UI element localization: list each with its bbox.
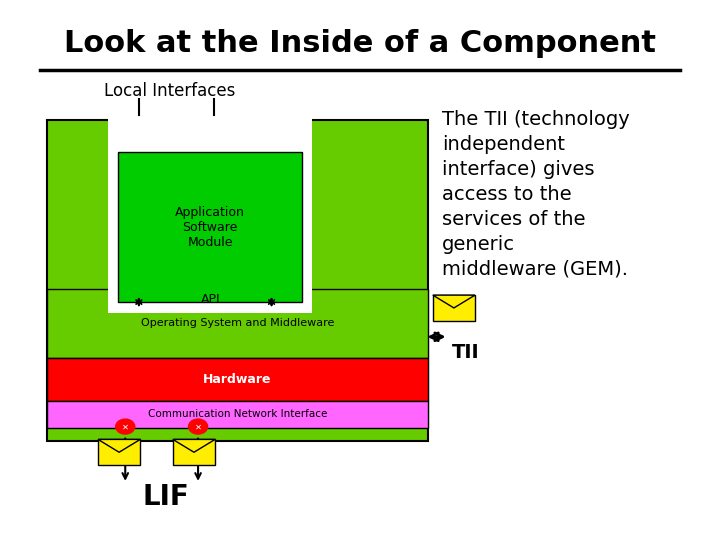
Text: TII: TII xyxy=(451,343,480,362)
Text: Hardware: Hardware xyxy=(203,373,271,386)
Text: Local Interfaces: Local Interfaces xyxy=(104,82,235,100)
Circle shape xyxy=(189,419,207,434)
Circle shape xyxy=(116,419,135,434)
Text: Application
Software
Module: Application Software Module xyxy=(176,206,246,249)
Bar xyxy=(47,289,428,358)
Text: Look at the Inside of a Component: Look at the Inside of a Component xyxy=(64,30,656,58)
Text: LIF: LIF xyxy=(143,483,189,511)
Polygon shape xyxy=(98,440,140,452)
Text: API: API xyxy=(200,293,220,306)
Bar xyxy=(98,440,140,465)
Bar xyxy=(173,440,215,465)
Bar xyxy=(433,295,475,321)
Bar xyxy=(119,152,302,302)
Text: ✕: ✕ xyxy=(194,422,202,431)
FancyArrowPatch shape xyxy=(195,438,201,478)
Bar xyxy=(47,358,428,401)
FancyArrowPatch shape xyxy=(431,333,443,341)
Text: Communication Network Interface: Communication Network Interface xyxy=(148,409,327,419)
Bar xyxy=(108,115,312,313)
Text: ✕: ✕ xyxy=(122,422,129,431)
FancyArrowPatch shape xyxy=(122,438,128,478)
Text: Operating System and Middleware: Operating System and Middleware xyxy=(141,319,334,328)
FancyArrowPatch shape xyxy=(269,299,274,306)
Polygon shape xyxy=(433,295,475,308)
Bar xyxy=(47,401,428,428)
FancyArrowPatch shape xyxy=(136,299,142,306)
Polygon shape xyxy=(173,440,215,452)
Text: The TII (technology
independent
interface) gives
access to the
services of the
g: The TII (technology independent interfac… xyxy=(441,110,629,279)
Bar xyxy=(47,120,428,441)
